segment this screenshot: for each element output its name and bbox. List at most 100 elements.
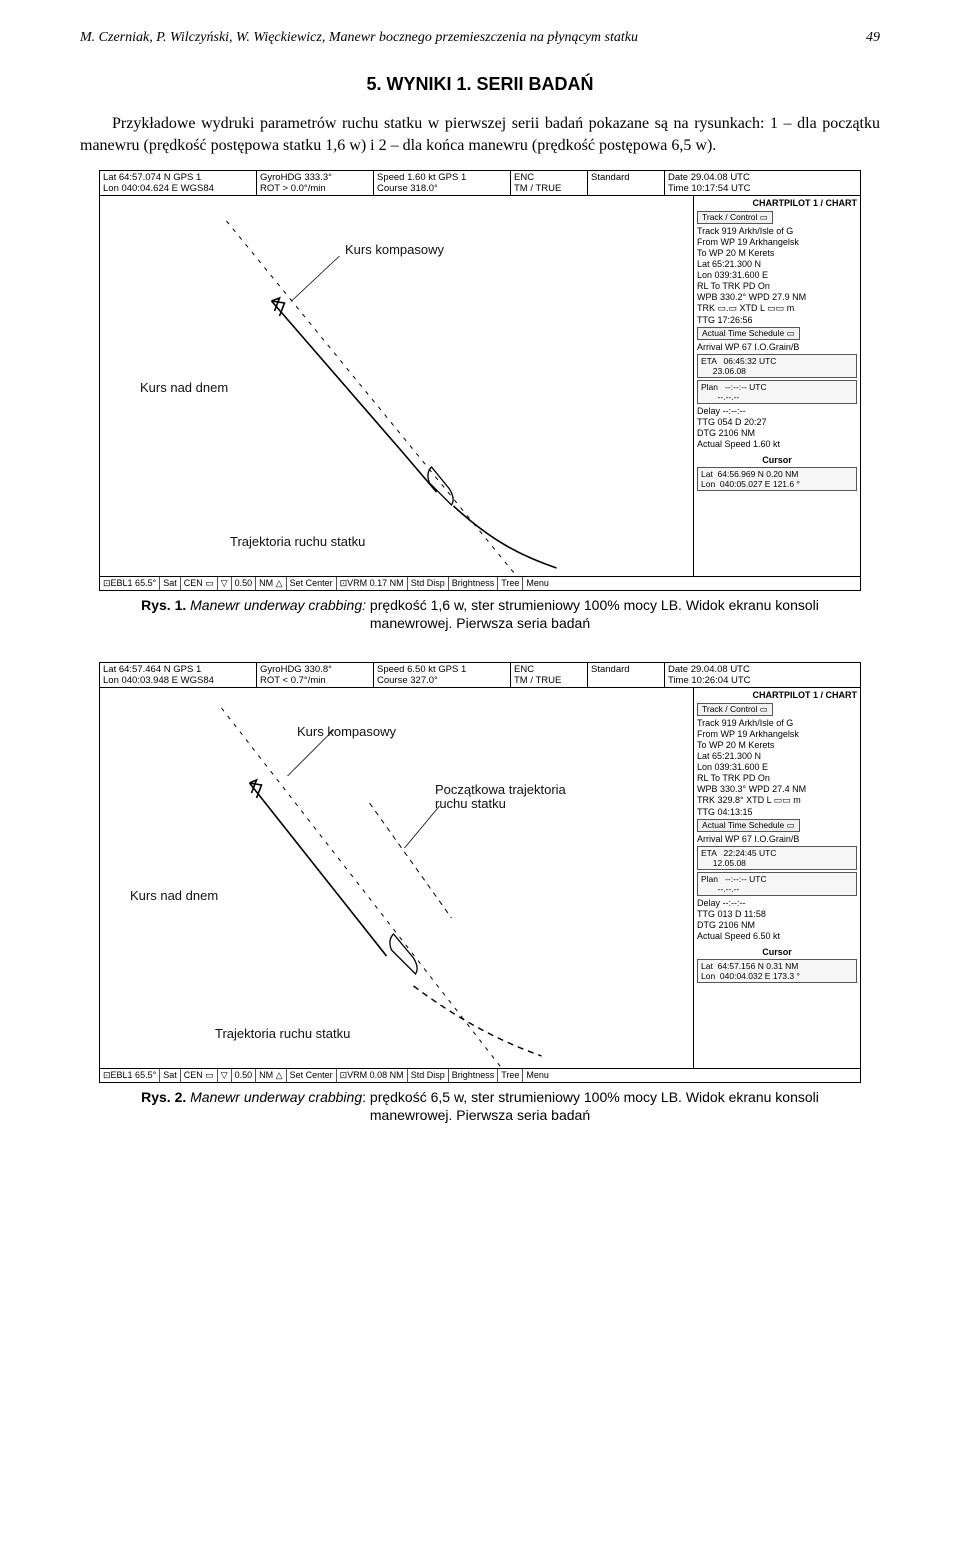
topbar-speed: Speed 1.60 kt GPS 1 Course 318.0° <box>374 171 511 195</box>
tm: TM / TRUE <box>514 183 584 194</box>
track-control-btn[interactable]: Track / Control ▭ <box>697 703 773 716</box>
chart-svg <box>100 688 693 1068</box>
side-rl: RL To TRK PD On <box>697 281 770 291</box>
ann-trajektoria: Trajektoria ruchu statku <box>215 1026 350 1041</box>
topbar-hdg: GyroHDG 330.8° ROT < 0.7°/min <box>257 663 374 687</box>
bot-setcenter[interactable]: Set Center <box>287 1069 337 1082</box>
bot-tree[interactable]: Tree <box>498 577 523 590</box>
rot: ROT > 0.0°/min <box>260 183 370 194</box>
date: Date 29.04.08 UTC <box>668 664 857 675</box>
time: Time 10:26:04 UTC <box>668 675 857 686</box>
bot-bright[interactable]: Brightness <box>449 1069 499 1082</box>
enc: ENC <box>514 664 584 675</box>
running-head: M. Czerniak, P. Wilczyński, W. Więckiewi… <box>80 30 880 46</box>
ann-trajektoria: Trajektoria ruchu statku <box>230 534 365 549</box>
side-from: From WP 19 Arkhangelsk <box>697 729 799 739</box>
track-control-btn[interactable]: Track / Control ▭ <box>697 211 773 224</box>
console-screenshot-1: Lat 64:57.074 N GPS 1 Lon 040:04.624 E W… <box>99 170 861 591</box>
cursor-values: Lat 64:56.969 N 0.20 NM Lon 040:05.027 E… <box>697 467 857 491</box>
bot-sat[interactable]: Sat <box>160 1069 181 1082</box>
topbar-enc: ENC TM / TRUE <box>511 663 588 687</box>
side-to: To WP 20 M Kerets <box>697 248 774 258</box>
bot-bright[interactable]: Brightness <box>449 577 499 590</box>
figure-2: Lat 64:57.464 N GPS 1 Lon 040:03.948 E W… <box>80 662 880 1146</box>
ann-kurs-kompasowy: Kurs kompasowy <box>297 724 396 739</box>
side-wpb: WPB 330.3° WPD 27.4 NM <box>697 784 806 794</box>
bot-zoom-in[interactable]: NM △ <box>256 577 286 590</box>
chart-canvas[interactable]: Kurs kompasowy Kurs nad dnem Trajektoria… <box>100 196 694 576</box>
side-track: Track 919 Arkh/Isle of G <box>697 226 793 236</box>
topbar: Lat 64:57.464 N GPS 1 Lon 040:03.948 E W… <box>100 663 860 688</box>
side-ttg2: TTG 054 D 20:27 <box>697 417 767 427</box>
bot-zoom-out[interactable]: ▽ <box>218 577 232 590</box>
bot-range: 0.50 <box>232 577 257 590</box>
gyro: GyroHDG 333.3° <box>260 172 370 183</box>
bot-sat[interactable]: Sat <box>160 577 181 590</box>
bot-menu[interactable]: Menu <box>523 1069 552 1082</box>
topbar: Lat 64:57.074 N GPS 1 Lon 040:04.624 E W… <box>100 171 860 196</box>
bot-tree[interactable]: Tree <box>498 1069 523 1082</box>
bot-setcenter[interactable]: Set Center <box>287 577 337 590</box>
figure-1: Lat 64:57.074 N GPS 1 Lon 040:04.624 E W… <box>80 170 880 654</box>
bot-cen[interactable]: CEN ▭ <box>181 577 218 590</box>
runhead-title: Manewr bocznego przemieszczenia na płyną… <box>329 30 638 45</box>
side-panel: CHARTPILOT 1 / CHART Track / Control ▭ T… <box>694 196 860 576</box>
side-panel: CHARTPILOT 1 / CHART Track / Control ▭ T… <box>694 688 860 1068</box>
bot-ebl[interactable]: ⊡EBL1 65.5° <box>100 577 160 590</box>
gyro: GyroHDG 330.8° <box>260 664 370 675</box>
side-header: CHARTPILOT 1 / CHART <box>697 690 857 700</box>
topbar-std: Standard <box>588 171 665 195</box>
bot-cen[interactable]: CEN ▭ <box>181 1069 218 1082</box>
chart-canvas[interactable]: Kurs kompasowy Początkowa trajektoria ru… <box>100 688 694 1068</box>
ats-btn[interactable]: Actual Time Schedule ▭ <box>697 327 800 340</box>
side-eta: ETA 06:45:32 UTC 23.06.08 <box>697 354 857 378</box>
side-aspeed: Actual Speed 1.60 kt <box>697 439 780 449</box>
side-header: CHARTPILOT 1 / CHART <box>697 198 857 208</box>
cap-bold: Rys. 2. <box>141 1089 190 1105</box>
side-eta: ETA 22:24:45 UTC 12.05.08 <box>697 846 857 870</box>
main-area: Kurs kompasowy Początkowa trajektoria ru… <box>100 688 860 1068</box>
bot-stddisp[interactable]: Std Disp <box>408 577 449 590</box>
ann-kurs-kompasowy: Kurs kompasowy <box>345 242 444 257</box>
tm: TM / TRUE <box>514 675 584 686</box>
bot-zoom-out[interactable]: ▽ <box>218 1069 232 1082</box>
bot-range: 0.50 <box>232 1069 257 1082</box>
bottom-bar: ⊡EBL1 65.5° Sat CEN ▭ ▽ 0.50 NM △ Set Ce… <box>100 1068 860 1082</box>
course: Course 327.0° <box>377 675 507 686</box>
section-title: 5. WYNIKI 1. SERII BADAŃ <box>80 74 880 95</box>
topbar-pos: Lat 64:57.464 N GPS 1 Lon 040:03.948 E W… <box>100 663 257 687</box>
bot-vrm[interactable]: ⊡VRM 0.08 NM <box>337 1069 408 1082</box>
side-aspeed: Actual Speed 6.50 kt <box>697 931 780 941</box>
ann-kurs-nad-dnem: Kurs nad dnem <box>140 380 228 395</box>
runhead-left: M. Czerniak, P. Wilczyński, W. Więckiewi… <box>80 30 638 46</box>
cap-italic: Manewr underway crabbing: <box>190 597 370 613</box>
bot-zoom-in[interactable]: NM △ <box>256 1069 286 1082</box>
bot-menu[interactable]: Menu <box>523 577 552 590</box>
lat: Lat 64:57.074 N GPS 1 <box>103 172 253 183</box>
bot-stddisp[interactable]: Std Disp <box>408 1069 449 1082</box>
cap-rest: : prędkość 6,5 w, ster strumieniowy 100%… <box>362 1089 819 1123</box>
side-plan: Plan --:--:-- UTC --.--.-- <box>697 380 857 404</box>
figure-2-caption: Rys. 2. Manewr underway crabbing: prędko… <box>120 1089 840 1124</box>
topbar-pos: Lat 64:57.074 N GPS 1 Lon 040:04.624 E W… <box>100 171 257 195</box>
side-plan: Plan --:--:-- UTC --.--.-- <box>697 872 857 896</box>
side-arrival: Arrival WP 67 I.O.Grain/B <box>697 342 799 352</box>
course: Course 318.0° <box>377 183 507 194</box>
topbar-enc: ENC TM / TRUE <box>511 171 588 195</box>
side-wpb: WPB 330.2° WPD 27.9 NM <box>697 292 806 302</box>
main-area: Kurs kompasowy Kurs nad dnem Trajektoria… <box>100 196 860 576</box>
side-dtg: DTG 2106 NM <box>697 428 755 438</box>
bot-ebl[interactable]: ⊡EBL1 65.5° <box>100 1069 160 1082</box>
side-trk: TRK ▭.▭ XTD L ▭▭ m <box>697 303 794 314</box>
cap-italic: Manewr underway crabbing <box>190 1089 362 1105</box>
ats-btn[interactable]: Actual Time Schedule ▭ <box>697 819 800 832</box>
topbar-time: Date 29.04.08 UTC Time 10:17:54 UTC <box>665 171 860 195</box>
side-ttg: TTG 04:13:15 <box>697 807 753 817</box>
console-screenshot-2: Lat 64:57.464 N GPS 1 Lon 040:03.948 E W… <box>99 662 861 1083</box>
speed: Speed 1.60 kt GPS 1 <box>377 172 507 183</box>
bot-vrm[interactable]: ⊡VRM 0.17 NM <box>337 577 408 590</box>
side-lat: Lat 65:21.300 N <box>697 751 761 761</box>
side-track: Track 919 Arkh/Isle of G <box>697 718 793 728</box>
side-trk: TRK 329.8° XTD L ▭▭ m <box>697 795 801 806</box>
runhead-page: 49 <box>866 30 880 46</box>
